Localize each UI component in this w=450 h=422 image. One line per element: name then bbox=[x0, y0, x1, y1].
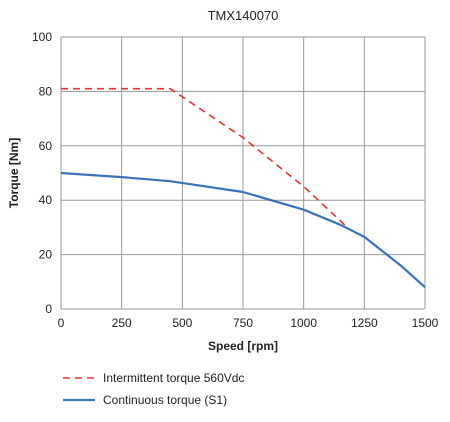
x-tick-label: 1000 bbox=[290, 316, 317, 330]
grid bbox=[60, 36, 426, 310]
y-axis-label: Torque [Nm] bbox=[7, 138, 21, 208]
x-tick-label: 500 bbox=[172, 316, 192, 330]
legend-label: Intermittent torque 560Vdc bbox=[103, 371, 244, 385]
x-tick-labels: 0 250 500 750 1000 1250 1500 bbox=[58, 316, 439, 330]
legend-label: Continuous torque (S1) bbox=[103, 393, 227, 407]
series-lines bbox=[60, 87, 426, 289]
x-tick-label: 0 bbox=[58, 316, 65, 330]
chart-title: TMX140070 bbox=[208, 8, 279, 23]
series-line bbox=[60, 171, 426, 289]
x-tick-label: 750 bbox=[233, 316, 253, 330]
x-axis-label: Speed [rpm] bbox=[208, 339, 278, 353]
x-tick-label: 250 bbox=[112, 316, 132, 330]
y-tick-label: 40 bbox=[39, 193, 53, 207]
y-tick-label: 20 bbox=[39, 248, 53, 262]
y-tick-label: 80 bbox=[39, 84, 53, 98]
series-line bbox=[61, 87, 348, 228]
y-tick-label: 60 bbox=[39, 139, 53, 153]
y-tick-label: 0 bbox=[45, 302, 52, 316]
y-tick-labels: 0 20 40 60 80 100 bbox=[32, 30, 52, 316]
x-tick-label: 1500 bbox=[412, 316, 439, 330]
x-tick-label: 1250 bbox=[351, 316, 378, 330]
y-tick-label: 100 bbox=[32, 30, 52, 44]
legend: Intermittent torque 560Vdc Continuous tor… bbox=[63, 371, 244, 407]
